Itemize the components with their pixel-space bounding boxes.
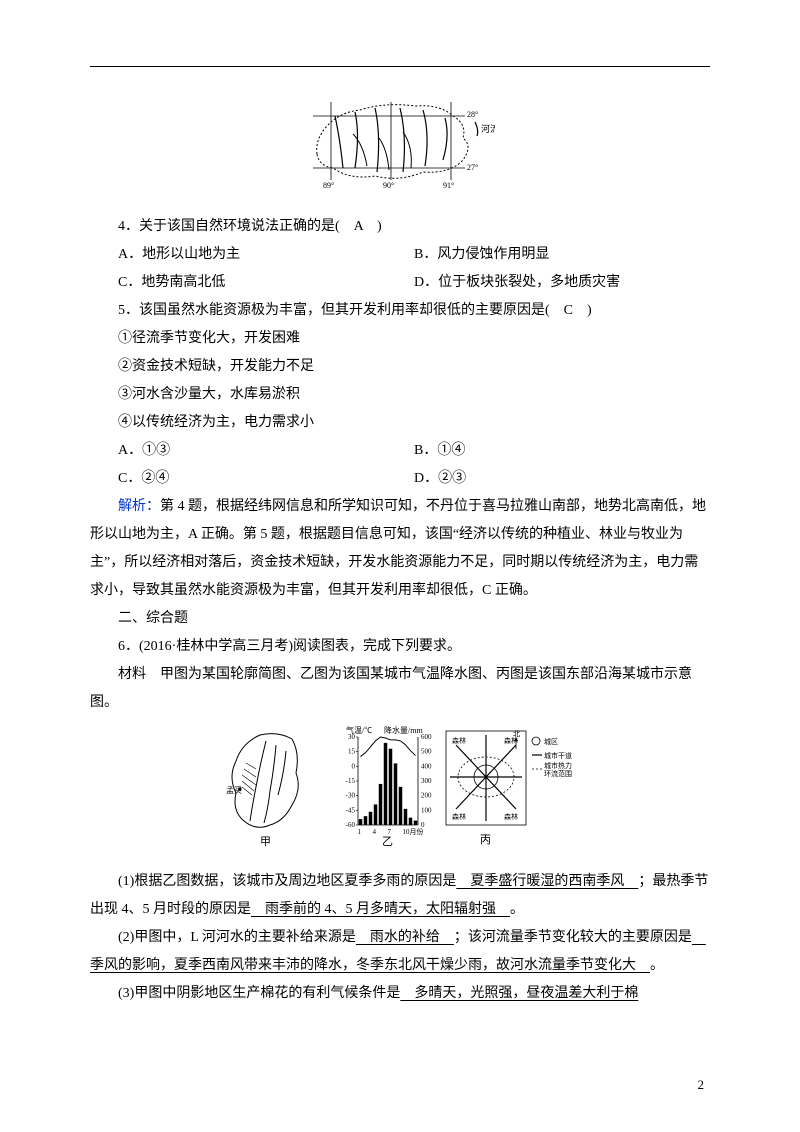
q5-opt-b: B．①④: [414, 437, 710, 465]
legend-district: 城区: [544, 738, 558, 746]
svg-text:400: 400: [421, 762, 432, 770]
q5-row1: A．①③ B．①④: [90, 437, 710, 465]
q5-opt-c: C．②④: [118, 465, 414, 493]
map-lon89: 89°: [323, 181, 334, 190]
fig-yi-label: 乙: [382, 835, 393, 848]
fig-jia-label: 甲: [260, 836, 271, 848]
svg-text:森林: 森林: [452, 812, 466, 821]
q4-stem: 4．关于该国自然环境说法正确的是( A ): [90, 213, 710, 241]
map-lon90: 90°: [383, 181, 394, 190]
q6-p2-blank1: 雨水的补给: [356, 930, 454, 945]
svg-text:500: 500: [421, 748, 432, 756]
q5-opt-d: D．②③: [414, 465, 710, 493]
q6-p1: (1)根据乙图数据，该城市及周边地区夏季多雨的原因是 夏季盛行暖湿的西南季风 ；…: [90, 868, 710, 924]
legend-ring-l1: 城市热力: [544, 761, 572, 770]
svg-text:-60: -60: [346, 821, 356, 829]
q5-stem: 5．该国虽然水能资源极为丰富，但其开发利用率却很低的主要原因是( C ): [90, 297, 710, 325]
chart-precip-label: 降水量/mm: [384, 725, 423, 735]
svg-text:森林: 森林: [504, 812, 518, 821]
svg-text:100: 100: [421, 806, 432, 814]
q5-row2: C．②④ D．②③: [90, 465, 710, 493]
q6-p1c: 。: [510, 902, 524, 917]
page-number: 2: [698, 1072, 705, 1098]
q6-p1-blank2: 雨季前的 4、5 月多晴天，太阳辐射强: [251, 902, 510, 917]
q6-p2b: ；该河流量季节变化较大的主要原因是: [454, 930, 692, 945]
legend-ring-l2: 环流范围: [544, 769, 572, 778]
map-lat28: 28°: [467, 110, 478, 119]
country-map-svg: 28° 27° 89° 90° 91° 河流: [305, 94, 495, 190]
q6-p3-blank1: 多晴天，光照强，昼夜温差大利于棉: [400, 986, 638, 1001]
q5-s3: ③河水含沙量大，水库易淤积: [90, 381, 710, 409]
q5-opt-a: A．①③: [118, 437, 414, 465]
q6-p2c: 。: [650, 958, 664, 973]
q5-s4: ④以传统经济为主，电力需求小: [90, 409, 710, 437]
q4-opt-c: C．地势南高北低: [118, 269, 414, 297]
map-figure: 28° 27° 89° 90° 91° 河流: [90, 94, 710, 201]
svg-text:10月份: 10月份: [403, 827, 424, 836]
q6-figures-svg: 孟买 甲 气温/℃ 降水量/mm 30150-15-30-45-60 60050…: [220, 723, 580, 851]
svg-text:300: 300: [421, 777, 432, 785]
map-river-label: 河流: [481, 123, 495, 134]
q6-p2a: (2)甲图中，L 河河水的主要补给来源是: [118, 930, 356, 945]
page-content: 28° 27° 89° 90° 91° 河流 4．关于该国自然环境说法正确的是(…: [90, 94, 710, 1008]
q6-figures: 孟买 甲 气温/℃ 降水量/mm 30150-15-30-45-60 60050…: [90, 723, 710, 862]
analysis-label: 解析：: [118, 499, 160, 514]
q6-material: 材料 甲图为某国轮廓简图、乙图为该国某城市气温降水图、丙图是该国东部沿海某城市示…: [90, 661, 710, 717]
q6-p3a: (3)甲图中阴影地区生产棉花的有利气候条件是: [118, 986, 400, 1001]
svg-text:4: 4: [373, 828, 377, 836]
legend-mainroad: 城市干道: [544, 751, 572, 760]
q4-opt-a: A．地形以山地为主: [118, 241, 414, 269]
svg-text:30: 30: [348, 733, 356, 741]
header-rule: [90, 66, 710, 67]
q4-row2: C．地势南高北低 D．位于板块张裂处，多地质灾害: [90, 269, 710, 297]
svg-text:15: 15: [348, 748, 356, 756]
q6-p1-blank1: 夏季盛行暖湿的西南季风: [456, 874, 638, 889]
svg-text:-15: -15: [346, 777, 356, 785]
q4-opt-b: B．风力侵蚀作用明显: [414, 241, 710, 269]
svg-text:北: 北: [513, 730, 520, 738]
q4-row1: A．地形以山地为主 B．风力侵蚀作用明显: [90, 241, 710, 269]
analysis-para: 解析：第 4 题，根据经纬网信息和所学知识可知，不丹位于喜马拉雅山南部，地势北高…: [90, 493, 710, 605]
q6-p1a: (1)根据乙图数据，该城市及周边地区夏季多雨的原因是: [118, 874, 456, 889]
svg-text:200: 200: [421, 792, 432, 800]
fig-bing-label: 丙: [480, 834, 491, 846]
svg-text:森林: 森林: [452, 736, 466, 745]
svg-text:1: 1: [358, 828, 362, 836]
svg-text:0: 0: [352, 762, 356, 770]
q4-opt-d: D．位于板块张裂处，多地质灾害: [414, 269, 710, 297]
analysis-text: 第 4 题，根据经纬网信息和所学知识可知，不丹位于喜马拉雅山南部，地势北高南低，…: [90, 499, 706, 598]
map-lat27: 27°: [467, 163, 478, 172]
svg-text:-30: -30: [346, 792, 356, 800]
svg-text:600: 600: [421, 733, 432, 741]
q5-s2: ②资金技术短缺，开发能力不足: [90, 353, 710, 381]
q6-p2: (2)甲图中，L 河河水的主要补给来源是 雨水的补给 ；该河流量季节变化较大的主…: [90, 924, 710, 980]
svg-text:-45: -45: [346, 806, 356, 814]
map-lon91: 91°: [443, 181, 454, 190]
q6-stem: 6．(2016·桂林中学高三月考)阅读图表，完成下列要求。: [90, 633, 710, 661]
q6-p3: (3)甲图中阴影地区生产棉花的有利气候条件是 多晴天，光照强，昼夜温差大利于棉: [90, 980, 710, 1008]
q5-s1: ①径流季节变化大，开发困难: [90, 325, 710, 353]
svg-text:7: 7: [388, 828, 392, 836]
section2-title: 二、综合题: [90, 605, 710, 633]
